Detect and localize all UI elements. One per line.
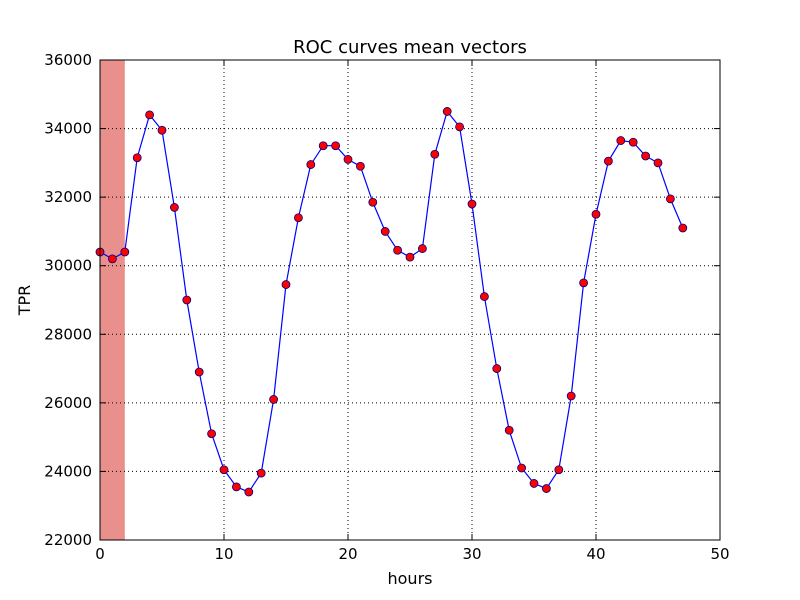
data-point — [542, 484, 551, 493]
y-tick-label: 36000 — [44, 51, 92, 69]
data-point — [269, 395, 279, 404]
data-point — [169, 203, 179, 212]
data-point — [293, 213, 303, 223]
data-point — [182, 295, 192, 305]
data-point — [566, 391, 576, 401]
x-tick-label: 10 — [214, 545, 233, 563]
data-point — [343, 155, 353, 164]
data-point — [417, 244, 427, 253]
plot-background — [100, 60, 720, 540]
data-point — [591, 209, 601, 219]
data-point — [455, 122, 465, 132]
data-point — [207, 429, 217, 439]
data-point — [479, 292, 489, 301]
data-point — [306, 160, 316, 169]
y-tick-label: 34000 — [44, 120, 92, 138]
data-point — [678, 223, 688, 233]
data-point — [244, 487, 254, 497]
axes-frame — [99, 59, 721, 541]
data-point — [430, 149, 440, 159]
y-tick-label: 30000 — [44, 257, 92, 275]
y-tick-label: 32000 — [44, 188, 92, 206]
x-tick-label: 40 — [586, 545, 605, 563]
data-point — [666, 194, 675, 204]
data-point — [380, 227, 390, 236]
x-tick-label: 20 — [338, 545, 357, 563]
plot-area: 0 10 20 30 40 50 22000 24000 26000 28000 30000 3200… — [44, 51, 729, 563]
data-point — [231, 482, 241, 492]
data-point — [368, 197, 378, 207]
x-tick-label: 0 — [95, 545, 105, 563]
data-point — [467, 199, 477, 209]
data-point — [256, 468, 266, 478]
data-point — [616, 136, 626, 145]
data-point — [331, 141, 341, 151]
data-point — [281, 280, 291, 289]
data-point — [120, 247, 130, 257]
data-point — [653, 158, 663, 168]
data-point — [157, 125, 167, 135]
data-point — [108, 254, 117, 264]
data-point — [194, 367, 204, 377]
data-point — [628, 137, 638, 147]
data-point — [517, 463, 526, 473]
series-line — [99, 110, 684, 493]
y-tick-label: 28000 — [44, 325, 92, 343]
data-point — [355, 161, 365, 171]
x-axis-label: hours — [388, 569, 433, 588]
data-point — [219, 465, 229, 475]
data-point — [405, 252, 415, 262]
data-point — [641, 151, 650, 161]
data-point — [492, 364, 502, 373]
data-point — [442, 107, 452, 116]
data-point — [554, 465, 564, 475]
data-point — [393, 245, 403, 255]
data-point — [579, 278, 588, 288]
data-point — [318, 141, 328, 151]
data-point — [504, 425, 514, 435]
x-tick-label: 50 — [710, 545, 729, 563]
data-point — [145, 110, 155, 120]
data-point — [604, 156, 613, 166]
data-point — [529, 479, 539, 488]
y-tick-label: 22000 — [44, 531, 92, 549]
shaded-span — [100, 60, 125, 540]
data-point — [132, 153, 142, 163]
chart-title: ROC curves mean vectors — [293, 37, 527, 58]
y-axis-label: TPR — [15, 285, 34, 317]
x-tick-label: 30 — [462, 545, 481, 563]
y-tick-label: 26000 — [44, 394, 92, 412]
y-tick-label: 24000 — [44, 462, 92, 480]
